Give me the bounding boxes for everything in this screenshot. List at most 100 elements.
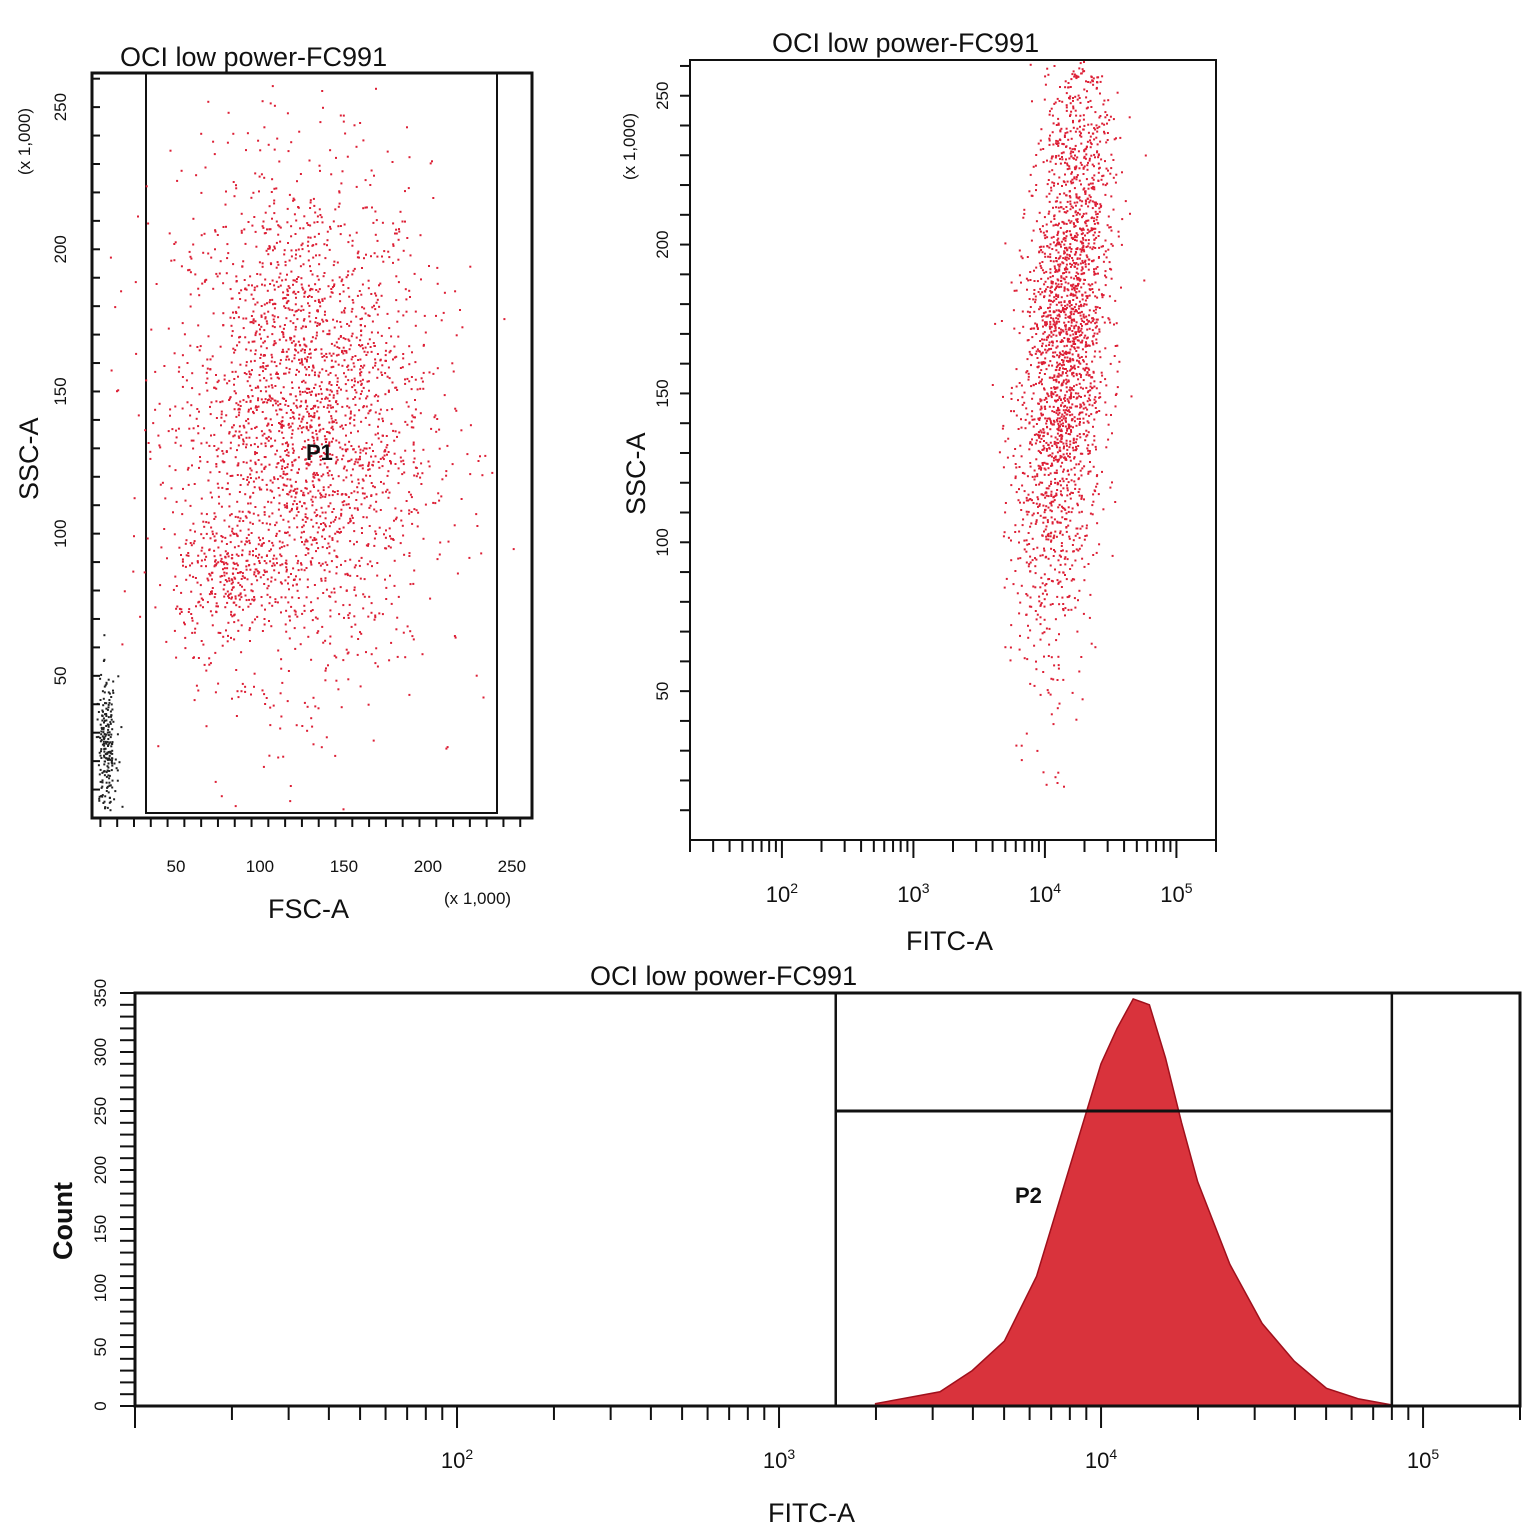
event-dot xyxy=(1027,279,1030,282)
event-dot xyxy=(1081,232,1084,235)
event-dot xyxy=(291,381,293,384)
event-dot xyxy=(1057,375,1060,378)
event-dot xyxy=(381,456,384,459)
event-dot xyxy=(287,454,290,457)
event-dot xyxy=(342,352,345,355)
event-dot xyxy=(1089,284,1092,287)
event-dot xyxy=(181,385,184,388)
event-dot xyxy=(254,618,256,621)
event-dot xyxy=(400,509,403,512)
event-dot xyxy=(101,690,104,693)
event-dot xyxy=(369,184,372,186)
event-dot xyxy=(285,399,287,402)
event-dot xyxy=(231,527,234,530)
event-dot xyxy=(1045,270,1048,273)
event-dot xyxy=(1065,92,1068,95)
event-dot xyxy=(258,261,261,264)
event-dot xyxy=(373,252,376,255)
event-dot xyxy=(434,502,437,505)
event-dot xyxy=(230,513,233,516)
event-dot xyxy=(250,373,252,376)
event-dot xyxy=(233,317,236,320)
event-dot xyxy=(368,595,371,598)
event-dot xyxy=(291,596,294,599)
event-dot xyxy=(402,459,405,462)
event-dot xyxy=(394,518,397,521)
event-dot xyxy=(237,403,240,406)
event-dot xyxy=(249,640,251,642)
event-dot xyxy=(1075,218,1078,221)
event-dot xyxy=(262,401,265,404)
event-dot xyxy=(335,439,338,442)
event-dot xyxy=(1061,158,1064,161)
event-dot xyxy=(309,287,312,290)
event-dot xyxy=(110,718,113,721)
event-dot xyxy=(309,356,312,359)
event-dot xyxy=(390,537,393,540)
event-dot xyxy=(1014,448,1017,450)
event-dot xyxy=(258,323,260,326)
event-dot xyxy=(242,520,245,522)
event-dot xyxy=(1092,465,1095,468)
event-dot xyxy=(302,494,304,497)
event-dot xyxy=(154,408,157,411)
event-dot xyxy=(259,390,262,393)
event-dot xyxy=(396,655,399,658)
event-dot xyxy=(114,306,117,309)
event-dot xyxy=(1105,167,1108,170)
event-dot xyxy=(173,259,176,262)
event-dot xyxy=(1062,609,1065,612)
event-dot xyxy=(1057,279,1060,282)
event-dot xyxy=(390,335,393,338)
event-dot xyxy=(266,401,269,404)
event-dot xyxy=(179,612,181,615)
event-dot xyxy=(350,474,353,477)
event-dot xyxy=(295,368,298,371)
event-dot xyxy=(189,529,192,532)
event-dot xyxy=(103,719,106,722)
event-dot xyxy=(364,416,367,419)
event-dot xyxy=(256,285,259,288)
event-dot xyxy=(234,515,237,518)
event-dot xyxy=(1094,156,1096,159)
event-dot xyxy=(288,526,291,529)
event-dot xyxy=(1045,288,1048,291)
event-dot xyxy=(280,391,282,394)
event-dot xyxy=(297,291,300,293)
event-dot xyxy=(238,510,241,513)
event-dot xyxy=(338,347,341,350)
event-dot xyxy=(253,359,256,362)
event-dot xyxy=(268,602,271,605)
event-dot xyxy=(469,265,472,268)
event-dot xyxy=(1065,378,1068,381)
event-dot xyxy=(212,287,215,290)
event-dot xyxy=(1086,371,1089,374)
event-dot xyxy=(318,263,321,266)
event-dot xyxy=(196,346,199,348)
event-dot xyxy=(1046,521,1049,524)
event-dot xyxy=(297,597,300,599)
event-dot xyxy=(241,575,244,578)
event-dot xyxy=(233,408,236,411)
event-dot xyxy=(230,324,233,327)
event-dot xyxy=(1055,287,1057,290)
event-dot xyxy=(1068,230,1071,233)
event-dot xyxy=(240,540,243,543)
event-dot xyxy=(1055,458,1057,461)
event-dot xyxy=(401,524,404,527)
event-dot xyxy=(322,458,325,461)
event-dot xyxy=(290,484,293,487)
event-dot xyxy=(384,536,387,539)
event-dot xyxy=(187,483,190,486)
event-dot xyxy=(1076,267,1079,270)
event-dot xyxy=(340,280,343,283)
event-dot xyxy=(297,511,300,513)
event-dot xyxy=(238,598,241,601)
event-dot xyxy=(248,627,251,630)
event-dot xyxy=(395,628,398,631)
event-dot xyxy=(1104,378,1107,381)
event-dot xyxy=(356,486,359,489)
event-dot xyxy=(295,514,298,517)
event-dot xyxy=(1063,337,1066,339)
event-dot xyxy=(1073,265,1076,268)
